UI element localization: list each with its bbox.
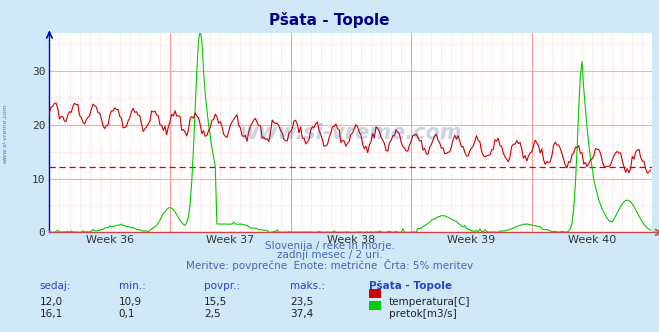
Text: zadnji mesec / 2 uri.: zadnji mesec / 2 uri. [277, 250, 382, 260]
Text: temperatura[C]: temperatura[C] [389, 297, 471, 307]
Text: 16,1: 16,1 [40, 309, 63, 319]
Text: Slovenija / reke in morje.: Slovenija / reke in morje. [264, 241, 395, 251]
Text: maks.:: maks.: [290, 281, 325, 290]
Text: www.si-vreme.com: www.si-vreme.com [3, 103, 8, 163]
Text: 12,0: 12,0 [40, 297, 63, 307]
Text: pretok[m3/s]: pretok[m3/s] [389, 309, 457, 319]
Text: povpr.:: povpr.: [204, 281, 241, 290]
Text: 10,9: 10,9 [119, 297, 142, 307]
Text: Pšata - Topole: Pšata - Topole [369, 281, 452, 291]
Text: sedaj:: sedaj: [40, 281, 71, 290]
Text: 15,5: 15,5 [204, 297, 227, 307]
Text: 37,4: 37,4 [290, 309, 313, 319]
Text: 23,5: 23,5 [290, 297, 313, 307]
Text: min.:: min.: [119, 281, 146, 290]
Text: Meritve: povprečne  Enote: metrične  Črta: 5% meritev: Meritve: povprečne Enote: metrične Črta:… [186, 259, 473, 271]
Text: Pšata - Topole: Pšata - Topole [270, 12, 389, 28]
Text: www.si-vreme.com: www.si-vreme.com [240, 123, 462, 143]
Text: 2,5: 2,5 [204, 309, 221, 319]
Text: 0,1: 0,1 [119, 309, 135, 319]
